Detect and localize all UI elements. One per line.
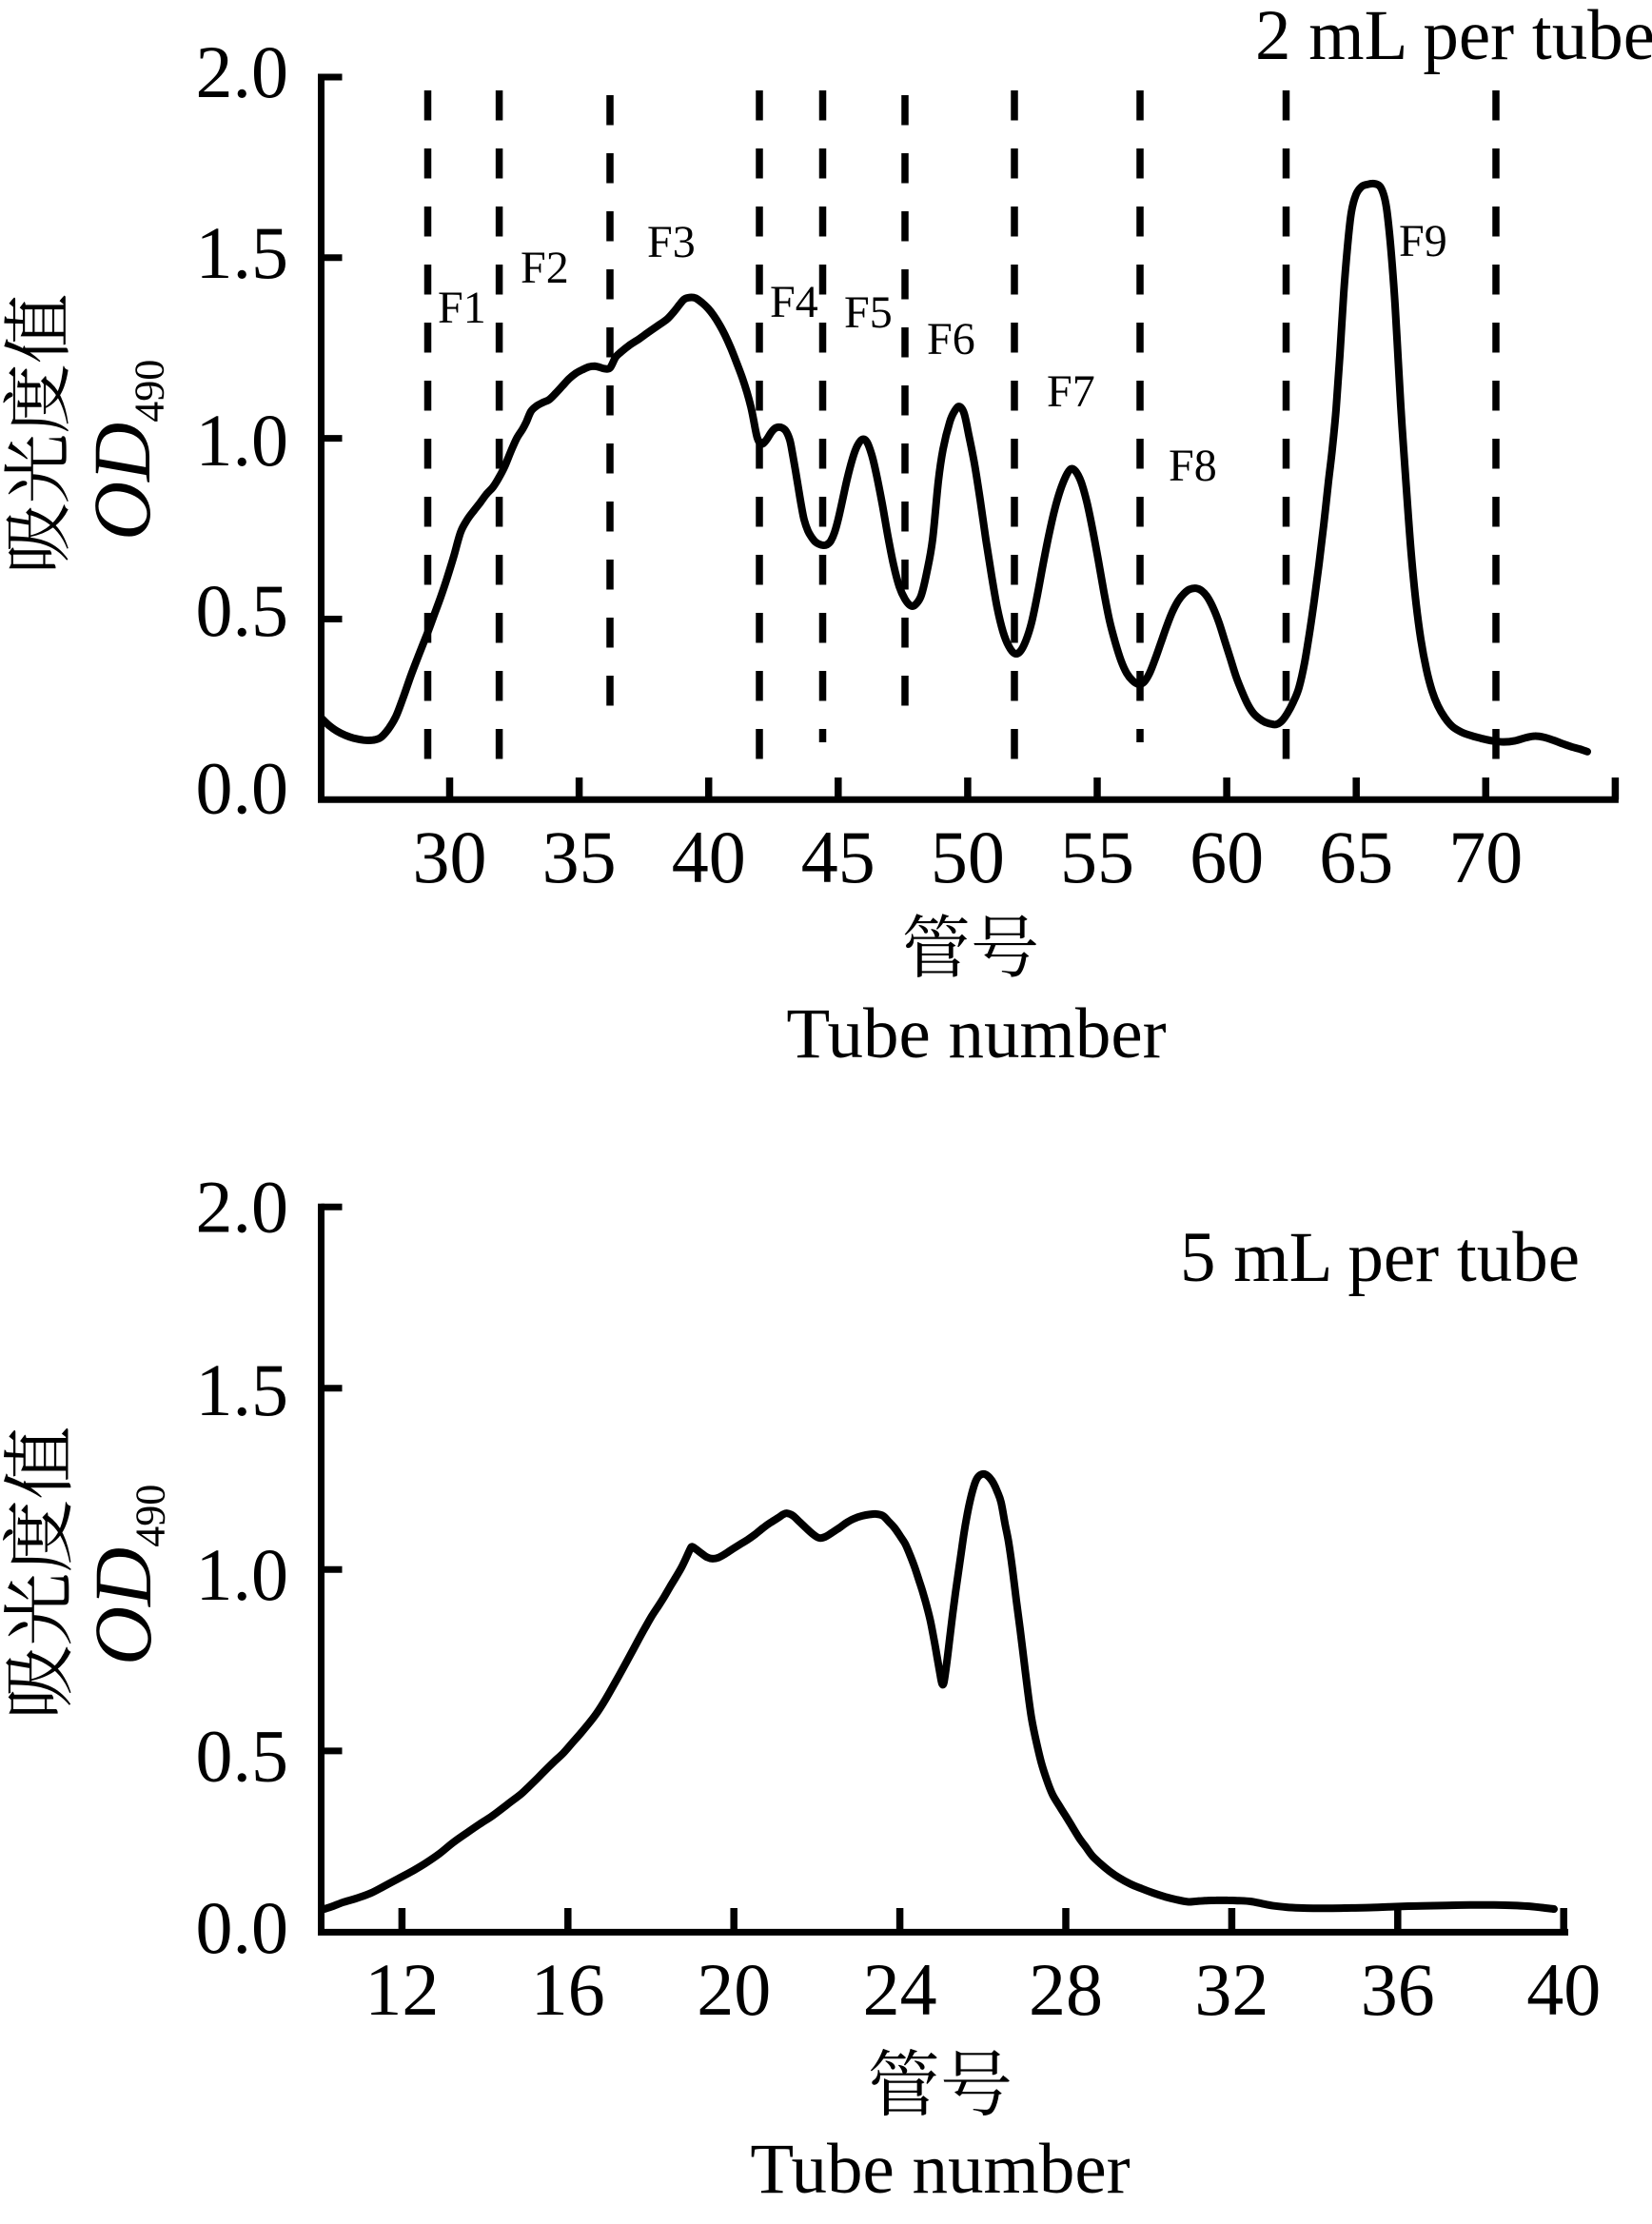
svg-text:F8: F8 — [1169, 441, 1217, 491]
svg-text:65: 65 — [1319, 816, 1393, 898]
svg-text:2.0: 2.0 — [196, 1166, 289, 1249]
svg-text:F9: F9 — [1399, 216, 1447, 266]
svg-text:1.0: 1.0 — [196, 1533, 289, 1616]
svg-text:1.5: 1.5 — [196, 211, 289, 294]
svg-text:Tube number: Tube number — [750, 2130, 1130, 2209]
svg-text:F5: F5 — [844, 287, 893, 338]
svg-text:F6: F6 — [927, 314, 975, 364]
svg-text:F7: F7 — [1047, 366, 1095, 417]
svg-text:0.0: 0.0 — [196, 747, 289, 830]
svg-text:32: 32 — [1194, 1948, 1268, 2031]
svg-text:20: 20 — [697, 1948, 771, 2031]
svg-text:2.0: 2.0 — [196, 30, 289, 113]
svg-text:50: 50 — [931, 816, 1005, 898]
svg-text:F4: F4 — [770, 277, 818, 327]
svg-text:45: 45 — [801, 816, 875, 898]
svg-text:35: 35 — [542, 816, 617, 898]
svg-text:F3: F3 — [647, 217, 696, 267]
svg-text:12: 12 — [364, 1948, 439, 2031]
svg-text:30: 30 — [413, 816, 487, 898]
svg-text:60: 60 — [1190, 816, 1264, 898]
svg-text:1.5: 1.5 — [196, 1348, 289, 1431]
svg-text:16: 16 — [531, 1948, 605, 2031]
svg-text:55: 55 — [1060, 816, 1134, 898]
svg-text:0.0: 0.0 — [196, 1886, 289, 1969]
svg-text:F2: F2 — [521, 243, 569, 293]
svg-text:1.0: 1.0 — [196, 399, 289, 482]
svg-text:28: 28 — [1029, 1948, 1103, 2031]
svg-text:24: 24 — [863, 1948, 937, 2031]
svg-text:70: 70 — [1448, 816, 1523, 898]
svg-text:0.5: 0.5 — [196, 569, 289, 652]
svg-text:2 mL per tube: 2 mL per tube — [1255, 0, 1652, 75]
svg-text:F1: F1 — [438, 283, 486, 333]
svg-text:40: 40 — [672, 816, 746, 898]
svg-text:0.5: 0.5 — [196, 1715, 289, 1798]
svg-text:40: 40 — [1526, 1948, 1601, 2031]
svg-text:5 mL per tube: 5 mL per tube — [1180, 1218, 1580, 1297]
svg-text:Tube number: Tube number — [786, 994, 1166, 1073]
svg-text:36: 36 — [1361, 1948, 1435, 2031]
